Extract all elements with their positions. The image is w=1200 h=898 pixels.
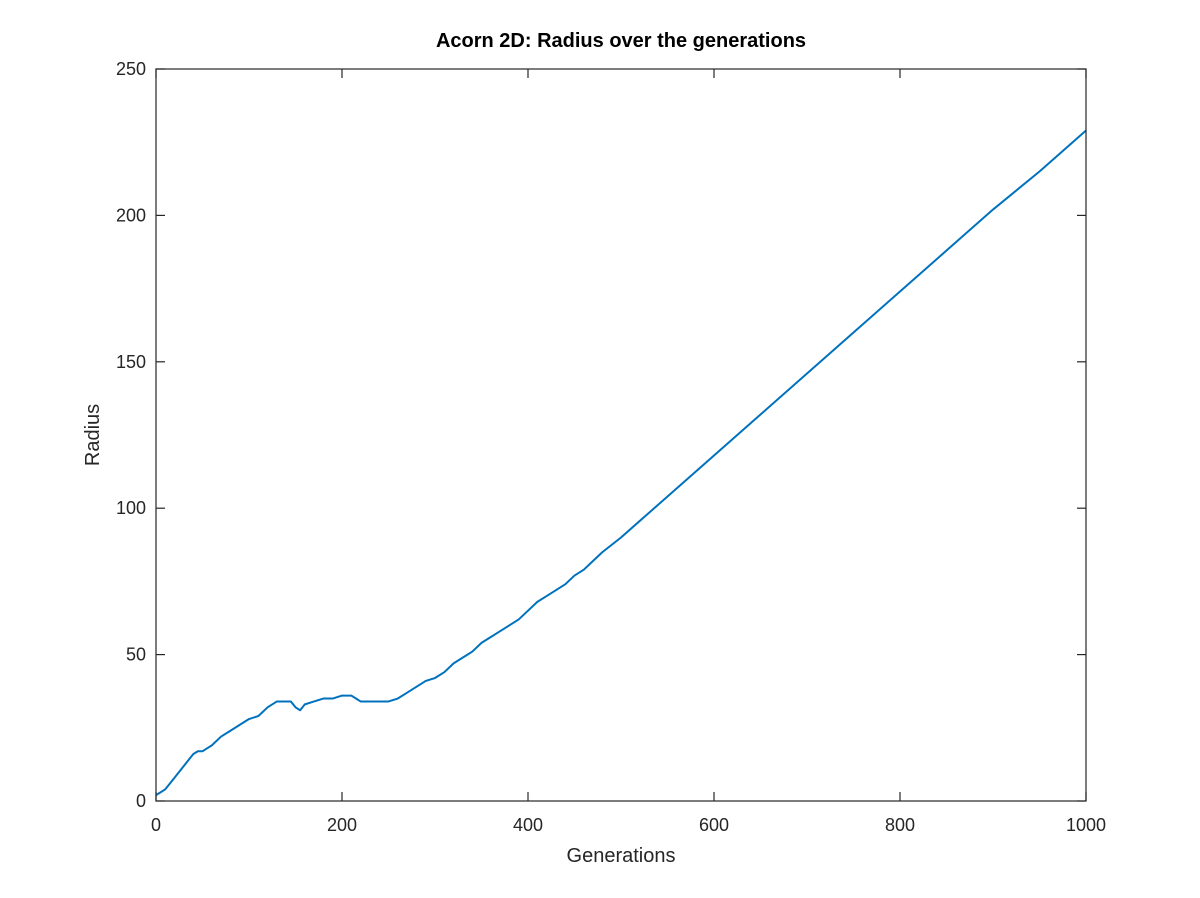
x-tick-label: 0 <box>151 815 161 835</box>
x-tick-label: 400 <box>513 815 543 835</box>
y-tick-label: 0 <box>136 791 146 811</box>
axis-tick-labels: 0 200 400 600 800 1000 0 50 100 150 200 250 <box>116 59 1106 835</box>
plot-area <box>156 69 1086 801</box>
x-tick-label: 600 <box>699 815 729 835</box>
x-tick-label: 1000 <box>1066 815 1106 835</box>
plot-frame <box>155 68 1087 802</box>
y-tick-label: 200 <box>116 205 146 225</box>
x-tick-label: 800 <box>885 815 915 835</box>
x-axis-label: Generations <box>567 845 676 867</box>
y-tick-label: 250 <box>116 59 146 79</box>
y-axis-label: Radius <box>82 404 104 466</box>
y-tick-label: 150 <box>116 352 146 372</box>
x-tick-label: 200 <box>327 815 357 835</box>
series-layer <box>155 129 1087 796</box>
series-line <box>155 129 1087 796</box>
chart-title: Acorn 2D: Radius over the generations <box>436 30 806 52</box>
y-tick-label: 100 <box>116 498 146 518</box>
y-tick-label: 50 <box>126 645 146 665</box>
